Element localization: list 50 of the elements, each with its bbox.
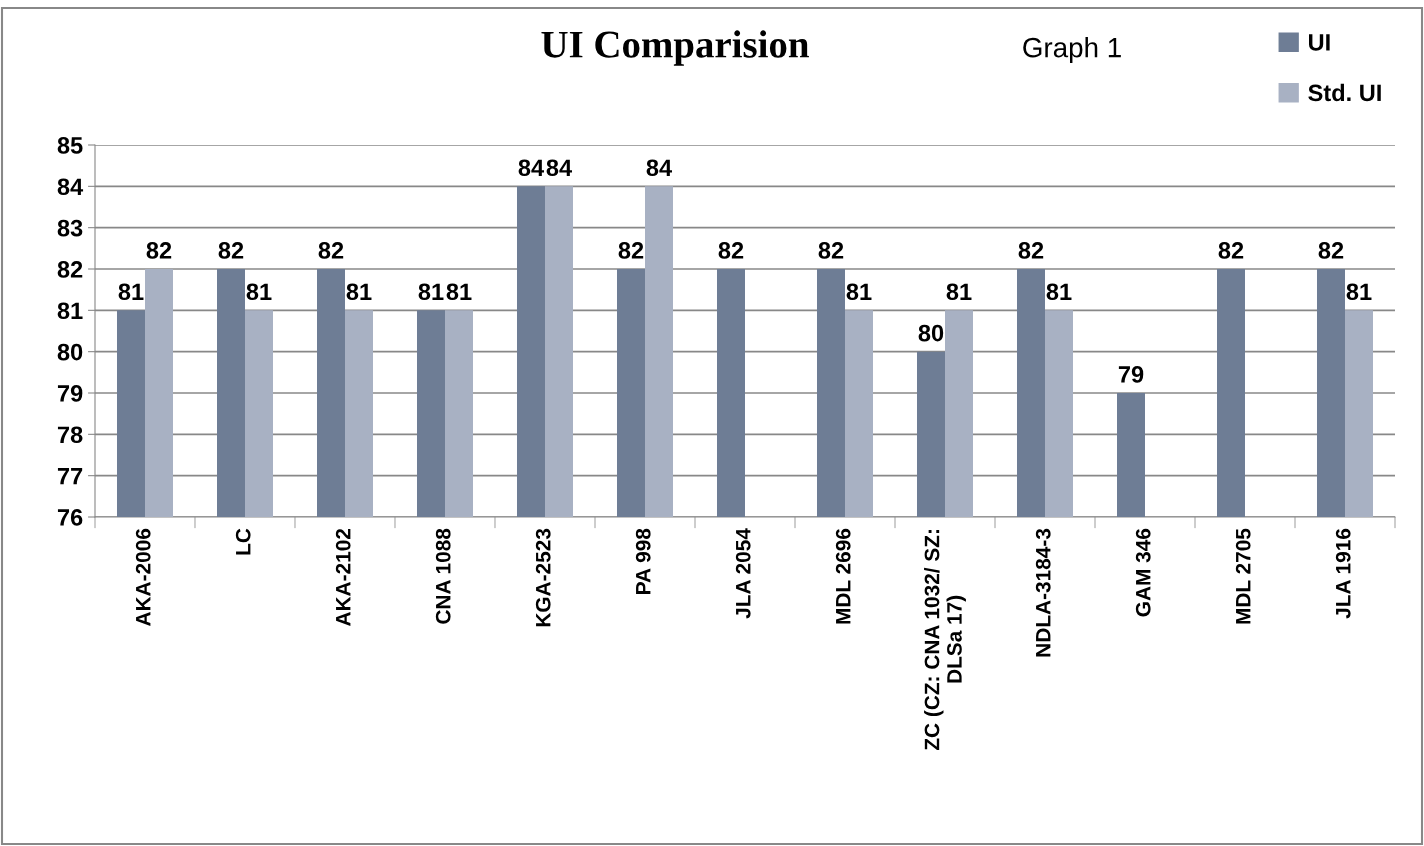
- data-label: 82: [218, 242, 244, 259]
- y-tick-label: 84: [57, 178, 84, 196]
- y-tick-label: 79: [57, 385, 83, 402]
- x-tick-label: PA 998: [635, 528, 651, 594]
- data-label: 84: [646, 159, 673, 177]
- legend-label: UI: [1309, 34, 1330, 51]
- data-label: 79: [1118, 366, 1144, 383]
- x-tick-label: MDL 2705: [1235, 528, 1251, 624]
- data-label: 84: [518, 159, 545, 177]
- data-label: 81: [246, 283, 272, 301]
- y-tick-label: 85: [57, 137, 83, 154]
- data-label: 82: [718, 242, 744, 259]
- x-tick-label: GAM 346: [1135, 528, 1151, 617]
- x-tick-label: MDL 2696: [835, 528, 851, 624]
- data-label: 84: [546, 159, 573, 177]
- data-label: 82: [818, 242, 844, 259]
- data-label: 82: [618, 242, 644, 259]
- data-label: 81: [946, 283, 972, 301]
- chart-title: UI Comparision: [541, 30, 809, 66]
- data-label: 82: [318, 242, 344, 259]
- data-label: 82: [146, 242, 172, 259]
- y-tick-label: 76: [57, 509, 83, 526]
- data-label: 81: [346, 283, 372, 301]
- legend-label: Std. UI: [1308, 83, 1381, 102]
- x-tick-label: AKA-2102: [335, 528, 351, 627]
- x-tick-label: JLA 1916: [1335, 528, 1351, 619]
- data-label: 81: [118, 283, 144, 301]
- y-tick-label: 78: [57, 426, 83, 444]
- x-tick-label: AKA-2006: [135, 528, 151, 627]
- y-tick-label: 81: [57, 302, 83, 320]
- x-tick-label: KGA-2523: [535, 528, 551, 627]
- x-tick-label: CNA 1088: [435, 528, 451, 624]
- data-label: 81: [446, 283, 472, 301]
- y-tick-label: 77: [57, 467, 83, 485]
- y-tick-label: 80: [57, 343, 83, 361]
- data-label: 82: [1018, 242, 1044, 259]
- y-tick-label: 83: [57, 219, 83, 237]
- y-tick-label: 82: [57, 261, 83, 278]
- data-label: 80: [918, 324, 944, 342]
- x-tick-label: LC: [235, 528, 251, 555]
- x-tick-label: JLA 2054: [735, 528, 751, 619]
- data-label: 81: [1346, 283, 1372, 301]
- data-label: 82: [1318, 242, 1344, 259]
- data-label: 81: [418, 283, 444, 301]
- x-tick-label: NDLA-3184-3: [1035, 528, 1051, 657]
- data-label: 81: [1046, 283, 1072, 301]
- x-tick-label: ZC (CZ: CNA 1032/ SZ: DLSa 17): [924, 530, 966, 751]
- data-label: 81: [846, 283, 872, 301]
- data-label: 82: [1218, 242, 1244, 259]
- caption: Graph 1: [1023, 37, 1121, 63]
